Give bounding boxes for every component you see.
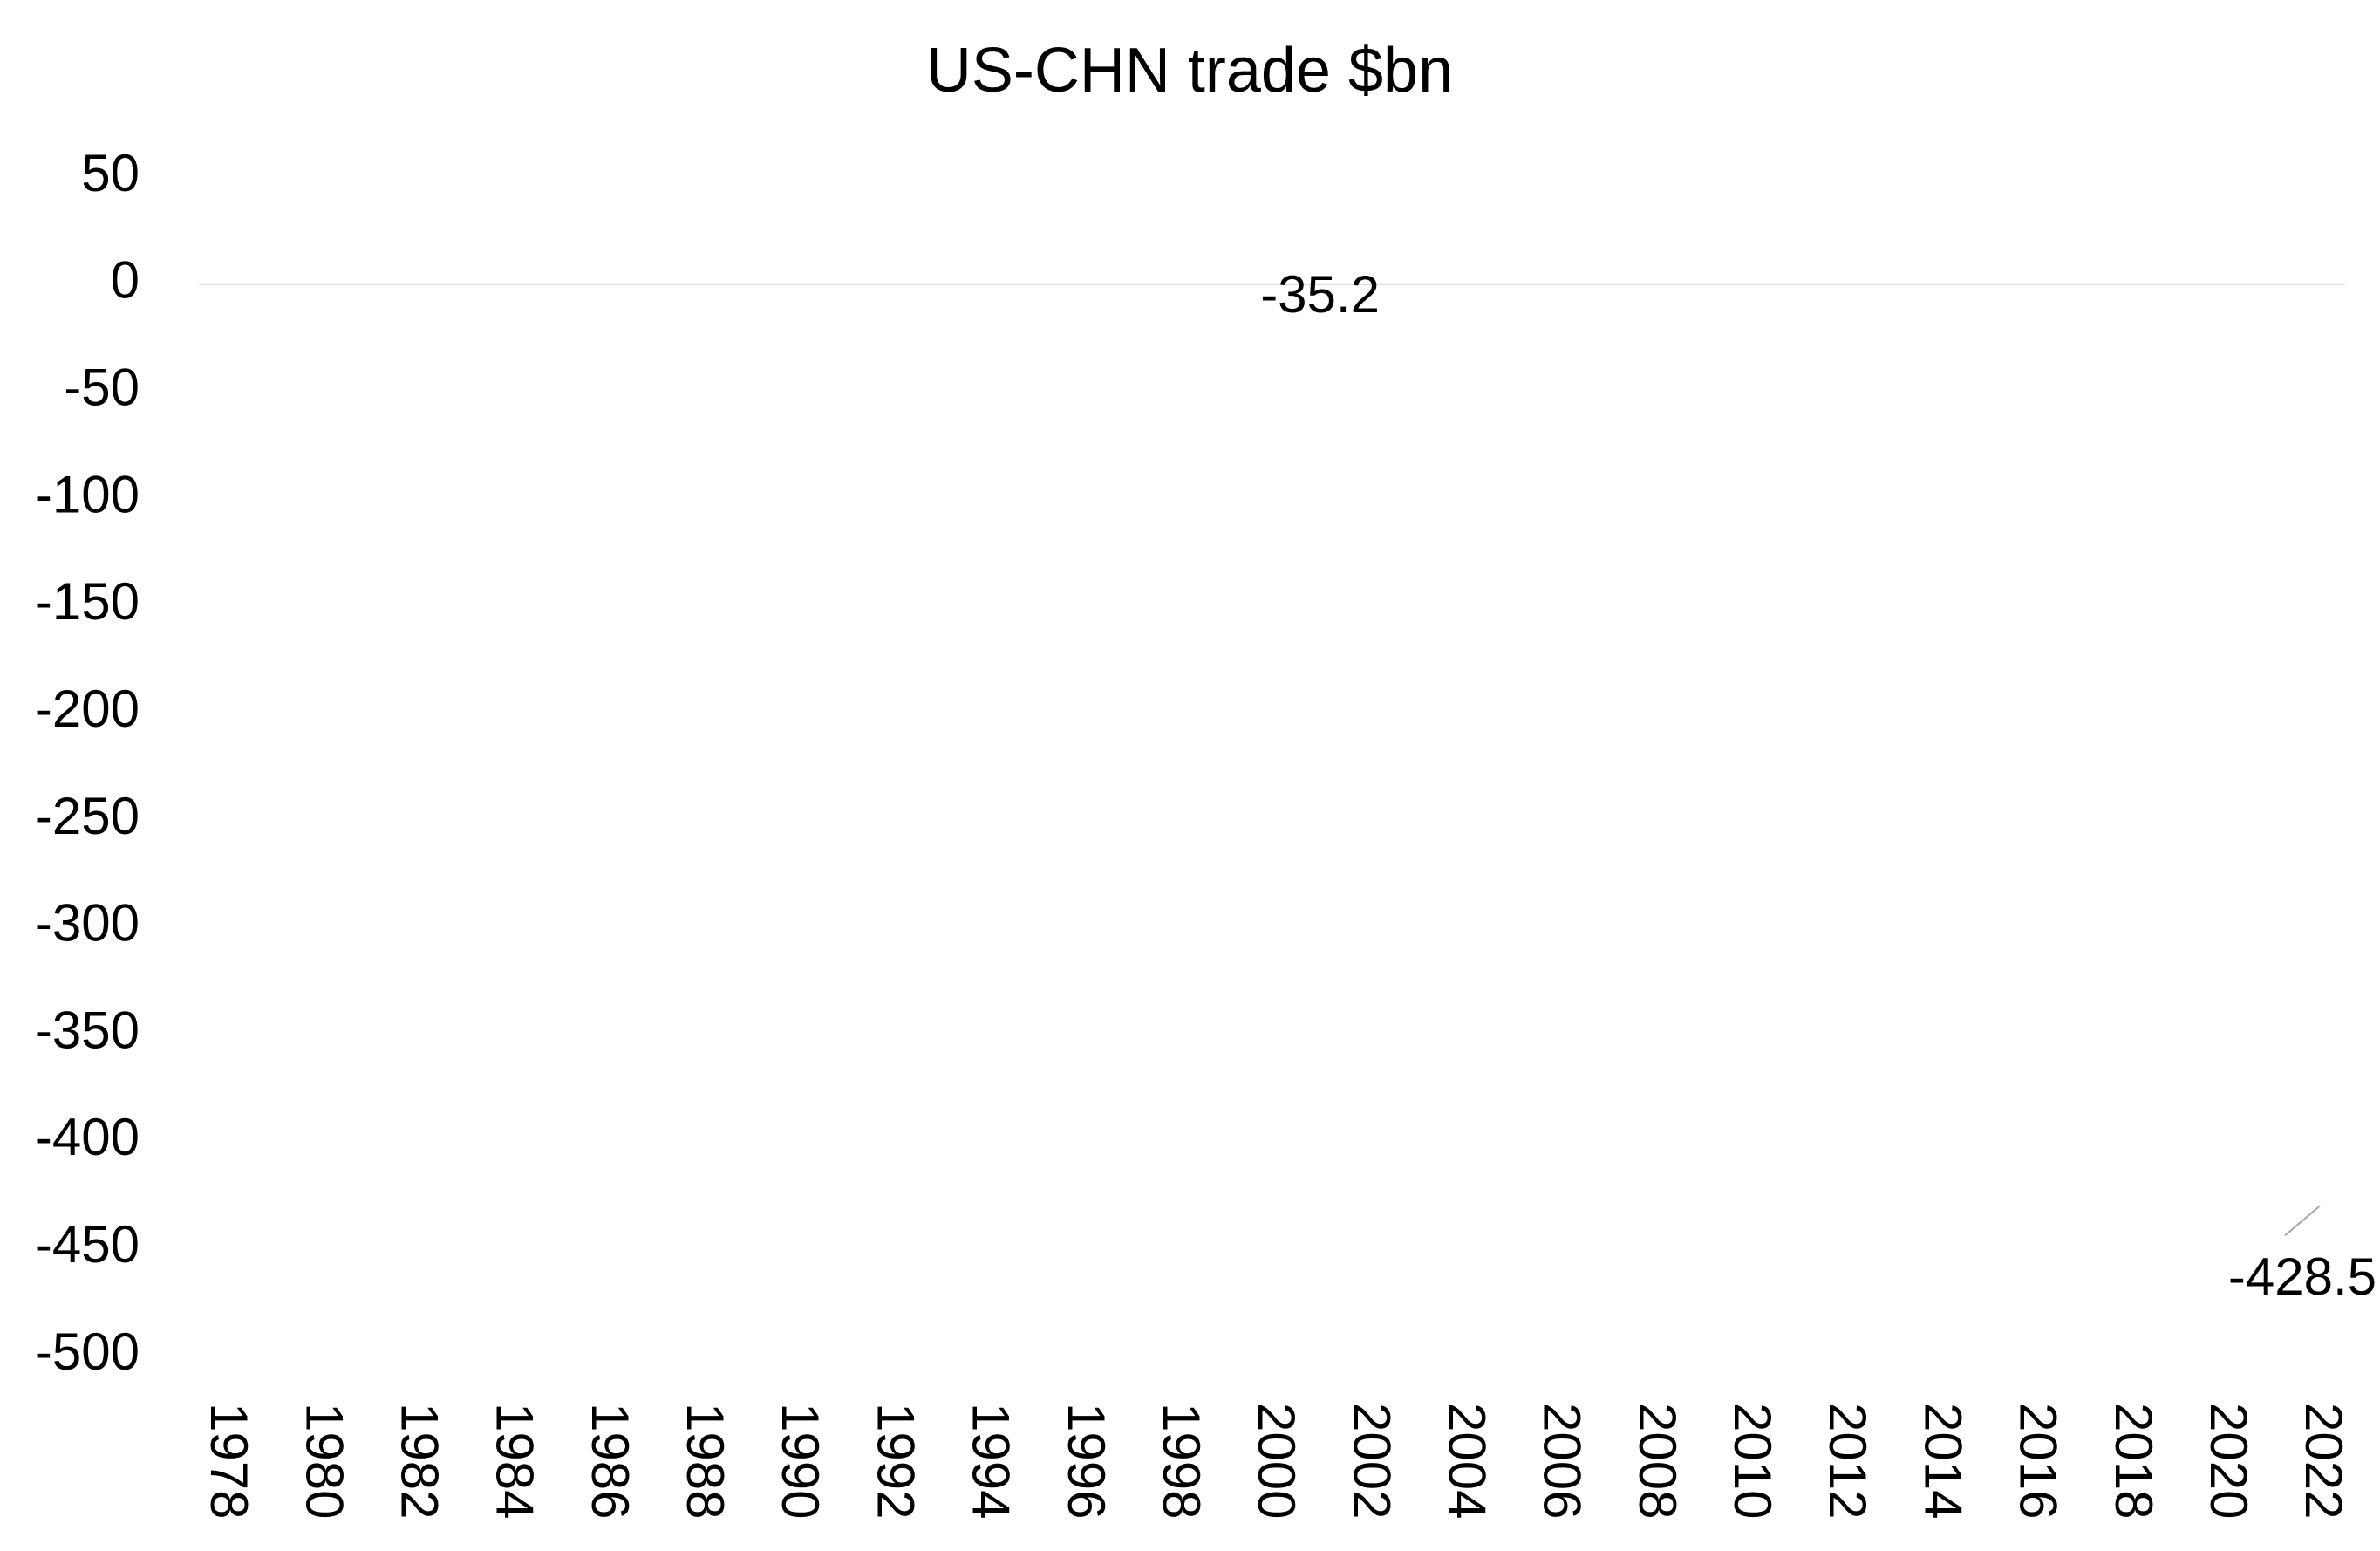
x-tick-label: 2022 bbox=[2295, 1403, 2353, 1519]
x-tick-label: 2014 bbox=[1913, 1403, 1972, 1519]
y-tick-label: -400 bbox=[35, 1108, 140, 1166]
x-tick-label: 2006 bbox=[1533, 1403, 1592, 1519]
y-tick-label: -100 bbox=[35, 465, 140, 523]
y-tick-label: -300 bbox=[35, 894, 140, 953]
y-tick-label: 0 bbox=[111, 251, 140, 310]
chart-title: US-CHN trade $bn bbox=[926, 36, 1453, 106]
y-tick-label: -450 bbox=[35, 1215, 140, 1274]
y-tick-label: -500 bbox=[35, 1322, 140, 1381]
y-tick-label: -150 bbox=[35, 572, 140, 631]
x-tick-label: 1984 bbox=[486, 1403, 544, 1519]
x-tick-label: 2012 bbox=[1818, 1403, 1877, 1519]
x-tick-label: 1998 bbox=[1152, 1403, 1210, 1519]
x-tick-label: 2004 bbox=[1438, 1403, 1497, 1519]
y-tick-label: -350 bbox=[35, 1001, 140, 1059]
x-tick-label: 1994 bbox=[962, 1403, 1020, 1519]
x-tick-label: 1992 bbox=[866, 1403, 924, 1519]
x-tick-label: 1982 bbox=[391, 1403, 449, 1519]
data-label: -35.2 bbox=[1260, 265, 1380, 324]
x-tick-label: 1990 bbox=[771, 1403, 829, 1519]
x-tick-label: 1996 bbox=[1057, 1403, 1115, 1519]
x-tick-label: 2002 bbox=[1342, 1403, 1401, 1519]
y-tick-label: -200 bbox=[35, 680, 140, 738]
x-tick-label: 1978 bbox=[200, 1403, 258, 1519]
x-tick-label: 1986 bbox=[581, 1403, 639, 1519]
x-tick-label: 1988 bbox=[676, 1403, 734, 1519]
x-tick-label: 2000 bbox=[1247, 1403, 1306, 1519]
leader-line bbox=[2284, 1205, 2321, 1237]
y-tick-label: 50 bbox=[81, 144, 140, 202]
x-tick-label: 2010 bbox=[1723, 1403, 1782, 1519]
y-tick-label: -50 bbox=[64, 358, 140, 416]
data-label: -428.5 bbox=[2228, 1247, 2377, 1306]
x-tick-label: 2020 bbox=[2199, 1403, 2258, 1519]
x-tick-label: 2016 bbox=[2009, 1403, 2068, 1519]
x-tick-label: 1980 bbox=[295, 1403, 353, 1519]
x-tick-label: 2018 bbox=[2104, 1403, 2163, 1519]
y-tick-label: -250 bbox=[35, 787, 140, 845]
x-tick-label: 2008 bbox=[1628, 1403, 1687, 1519]
